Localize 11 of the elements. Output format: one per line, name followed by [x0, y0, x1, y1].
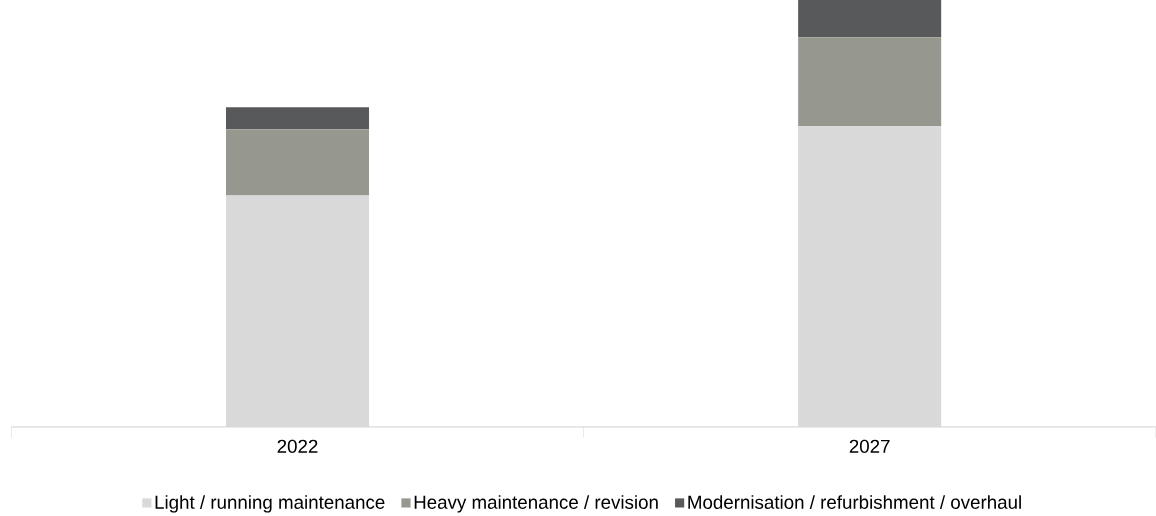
legend-label: Modernisation / refurbishment / overhaul [688, 495, 1021, 509]
x-tick-label: 2022 [277, 439, 318, 453]
bar [225, 107, 370, 130]
x-tick-label: 2027 [849, 439, 890, 453]
bar [798, 126, 942, 427]
bar [798, 0, 942, 38]
bar [225, 195, 370, 427]
bar [798, 37, 942, 127]
legend-label: Light / running maintenance [155, 495, 385, 513]
legend-label: Heavy maintenance / revision [414, 495, 658, 513]
bar [225, 129, 370, 196]
